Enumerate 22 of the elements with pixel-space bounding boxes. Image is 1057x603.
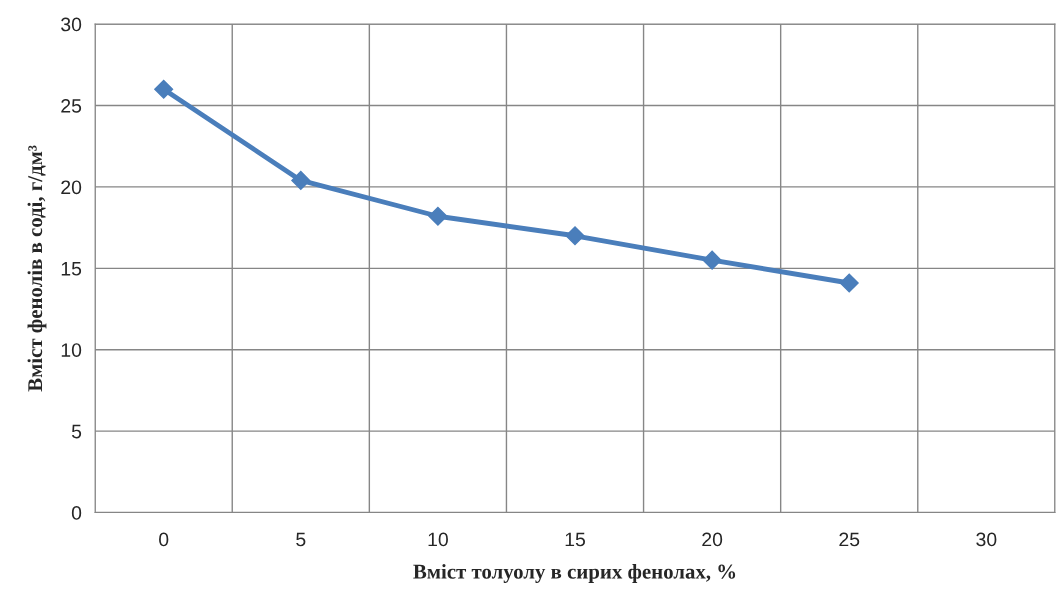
point: [702, 250, 722, 270]
x-tick-label: 30: [976, 532, 997, 547]
x-tick-label: 5: [296, 532, 306, 547]
y-tick-label: 10: [61, 343, 82, 357]
y-tick-label: 15: [61, 262, 82, 276]
point: [565, 226, 585, 246]
x-axis-title: Вміст толуолу в сирих фенолах, %: [413, 564, 736, 583]
x-tick-label: 10: [428, 532, 448, 547]
y-tick-label: 5: [71, 424, 82, 439]
y-tick-label: 0: [71, 506, 82, 520]
x-tick-label: 25: [839, 532, 860, 547]
x-tick-label: 0: [159, 532, 169, 547]
point: [839, 273, 859, 293]
x-tick-label: 15: [565, 532, 586, 547]
y-tick-label: 20: [61, 180, 82, 195]
y-tick-label: 25: [61, 98, 82, 113]
point: [291, 170, 311, 190]
point: [428, 206, 448, 226]
x-tick-label: 20: [702, 532, 723, 547]
point: [154, 79, 174, 99]
y-tick-label: 30: [61, 17, 82, 32]
y-axis-title: Вміст фенолів в соді, г/дм³: [27, 145, 47, 392]
